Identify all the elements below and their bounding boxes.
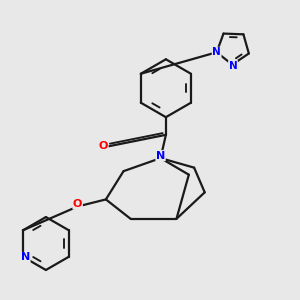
Text: N: N bbox=[212, 47, 221, 57]
Text: N: N bbox=[21, 253, 30, 262]
Text: N: N bbox=[229, 61, 237, 70]
Text: O: O bbox=[99, 142, 108, 152]
Text: O: O bbox=[73, 199, 82, 209]
Text: N: N bbox=[156, 151, 165, 160]
